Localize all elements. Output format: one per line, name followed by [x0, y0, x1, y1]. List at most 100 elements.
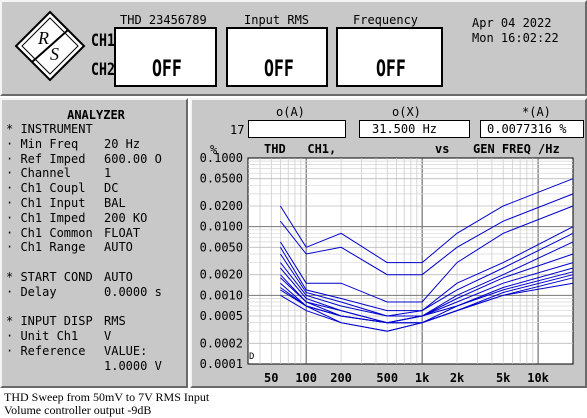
analyzer-row-label: · Delay — [6, 284, 57, 299]
caption-line-2: Volume controller output -9dB — [4, 403, 152, 417]
cursor-index: 17 — [230, 123, 245, 137]
y-tick-label: 0.0002 — [200, 336, 243, 350]
x-tick-label: 50 — [264, 371, 278, 385]
analyzer-row-label: * INPUT DISP — [6, 314, 93, 329]
analyzer-row-value: 0.0000 s — [104, 284, 162, 299]
x-tick-label: 1k — [415, 371, 430, 385]
frequency-display-title: Frequency — [353, 13, 419, 27]
y-tick-label: 0.0050 — [200, 240, 243, 254]
cursor-marker: D — [249, 352, 254, 362]
x-tick-label: 2k — [450, 371, 465, 385]
analyzer-row[interactable]: · Reference VALUE: — [6, 344, 147, 358]
thd-display[interactable]: OFF — [114, 27, 217, 87]
time-readout: Mon 16:02:22 — [472, 31, 559, 45]
input-rms-value: OFF — [264, 57, 294, 82]
thd-trace-3 — [279, 205, 574, 303]
analyzer-row-value: BAL — [104, 196, 126, 210]
analyzer-row[interactable]: · Ref Imped 600.00 O — [6, 151, 162, 166]
analyzer-row[interactable]: · Ch1 Range AUTO — [6, 240, 133, 255]
plot-area — [247, 157, 574, 365]
analyzer-row-value: 1 — [104, 166, 112, 181]
analyzer-row-label: · Ref Imped — [6, 151, 86, 166]
analyzer-row[interactable]: · Channel 1 — [6, 166, 111, 181]
thd-trace-11 — [280, 274, 574, 324]
y-tick-label: 0.0005 — [200, 309, 243, 323]
analyzer-row-label: · Min Freq — [6, 136, 79, 151]
analyzer-row-value: FLOAT — [104, 225, 141, 240]
analyzer-row-value: VALUE: — [104, 344, 148, 358]
analyzer-panel: ANALYZER * INSTRUMENT · Min Freq 20 Hz · Re… — [0, 98, 188, 388]
analyzer-row-label: · Reference — [6, 344, 86, 358]
analyzer-row-label: * INSTRUMENT — [6, 122, 93, 136]
svg-text:R: R — [37, 28, 49, 48]
analyzer-row-label: · Ch1 Coupl — [6, 181, 86, 196]
col-header-o-a: o(A) — [276, 105, 305, 119]
analyzer-row[interactable]: * INSTRUMENT — [6, 122, 93, 136]
x-tick-label: 200 — [330, 371, 352, 385]
frequency-display[interactable]: OFF — [336, 27, 443, 87]
y-tick-label: 0.0500 — [200, 172, 243, 186]
rs-logo-icon: R S — [14, 10, 86, 82]
x-tick-label: 10k — [527, 371, 549, 385]
analyzer-row-value: V — [104, 329, 112, 344]
date-readout: Apr 04 2022 — [472, 16, 552, 30]
input-rms-display[interactable]: OFF — [226, 27, 328, 87]
svg-text:S: S — [50, 44, 59, 64]
thd-trace-6 — [280, 241, 574, 317]
col-header-o-x: o(X) — [392, 105, 421, 119]
analyzer-row[interactable]: · Ch1 Coupl DC — [6, 181, 118, 196]
analyzer-row[interactable]: · Ch1 Input BAL — [6, 196, 126, 210]
y-tick-label: 0.0100 — [200, 220, 243, 234]
thd-trace-13 — [280, 282, 574, 332]
y-tick-label: 0.0010 — [200, 288, 243, 302]
analyzer-row-label: · Ch1 Imped — [6, 210, 86, 225]
analyzer-row[interactable]: · Delay 0.0000 s — [6, 284, 162, 299]
analyzer-row-value: AUTO — [104, 240, 133, 255]
thd-trace-1 — [279, 178, 574, 264]
analyzer-row-label: * START COND — [6, 270, 93, 284]
analyzer-row-value: DC — [104, 181, 119, 196]
input-rms-display-title: Input RMS — [244, 13, 310, 27]
top-status-panel: R S CH1 CH2 THD 23456789 OFF Input RMS O… — [0, 0, 587, 96]
analyzer-row-value: 600.00 O — [104, 151, 162, 166]
analyzer-row-value: RMS — [104, 314, 126, 329]
analyzer-row-label: · Unit Ch1 — [6, 329, 79, 344]
analyzer-row-label: · Ch1 Range — [6, 240, 86, 255]
o-x-value-field[interactable]: 31.500 Hz — [359, 120, 470, 138]
x-tick-label: 100 — [295, 371, 317, 385]
y-unit-label: % — [210, 143, 218, 157]
analyzer-row[interactable]: · Unit Ch1 V — [6, 329, 111, 344]
analyzer-row[interactable]: * INPUT DISP RMS — [6, 314, 126, 329]
y-tick-label: 0.0001 — [200, 357, 243, 371]
x-tick-label: 5k — [496, 371, 511, 385]
thd-trace-4 — [279, 226, 574, 312]
analyzer-row-value: 200 KO — [104, 210, 148, 225]
vs-label: vs — [435, 142, 450, 156]
ch2-label: CH2 — [91, 60, 115, 80]
analyzer-row[interactable]: · Ch1 Imped 200 KO — [6, 210, 147, 225]
frequency-value: OFF — [376, 57, 406, 82]
thd-trace-5 — [279, 232, 574, 317]
y-tick-label: 0.0020 — [200, 268, 243, 282]
col-header-star-a: *(A) — [522, 105, 551, 119]
analyzer-row[interactable]: · Min Freq 20 Hz — [6, 136, 140, 151]
y-tick-label: 0.0200 — [200, 199, 243, 213]
x-axis-label: GEN FREQ /Hz — [473, 142, 560, 156]
analyzer-row[interactable]: * START COND AUTO — [6, 270, 133, 284]
ch1-label: CH1 — [91, 31, 115, 51]
o-a-value-field[interactable] — [248, 120, 346, 138]
analyzer-row-label: · Ch1 Common — [6, 225, 93, 240]
caption-line-1: THD Sweep from 50mV to 7V RMS Input — [4, 390, 210, 404]
thd-trace-2 — [280, 193, 574, 276]
analyzer-row-label: · Channel — [6, 166, 72, 181]
analyzer-row-value: AUTO — [104, 270, 133, 284]
y-tick-label: 0.1000 — [200, 151, 243, 165]
analyzer-title: ANALYZER — [67, 108, 125, 122]
thd-value: OFF — [152, 57, 182, 82]
star-a-value-field[interactable]: 0.0077316 % — [480, 120, 584, 138]
thd-display-title: THD 23456789 — [120, 13, 207, 27]
analyzer-row-label: · Ch1 Input — [6, 196, 86, 210]
trace-label: THD CH1, — [264, 142, 337, 156]
analyzer-row[interactable]: · Ch1 Common FLOAT — [6, 225, 140, 240]
